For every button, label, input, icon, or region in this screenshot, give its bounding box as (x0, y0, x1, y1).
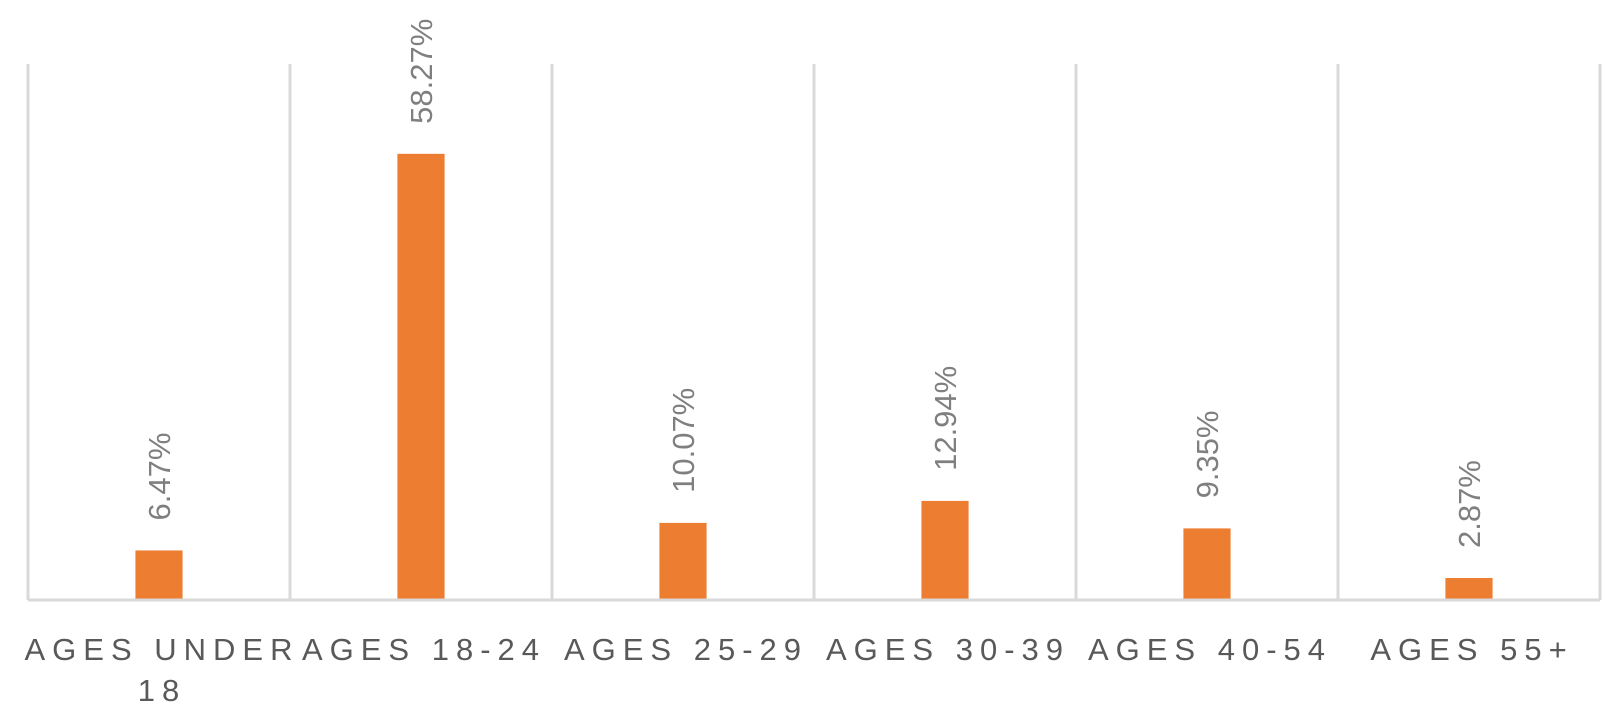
category-labels: AGES UNDER 18 AGES 18-24 AGES 25-29 AGES 30-… (25, 632, 1573, 708)
data-label-0: 6.47% (142, 433, 177, 521)
category-label-0-line-0: AGES UNDER (25, 632, 300, 667)
data-label-5: 2.87% (1452, 460, 1487, 548)
bar-4 (1183, 528, 1231, 600)
bar-3 (921, 500, 969, 600)
category-gridlines (26, 64, 1602, 600)
category-label-4-line-0: AGES 40-54 (1088, 632, 1332, 667)
data-label-2: 10.07% (666, 388, 701, 493)
bars (135, 153, 1493, 600)
bar-2 (659, 522, 707, 600)
bar-0 (135, 550, 183, 600)
category-label-2-line-0: AGES 25-29 (564, 632, 808, 667)
data-label-1: 58.27% (404, 19, 439, 124)
category-label-5-line-0: AGES 55+ (1370, 632, 1573, 667)
category-label-1-line-0: AGES 18-24 (302, 632, 546, 667)
bar-5 (1445, 578, 1493, 600)
category-label-0-line-1: 18 (138, 673, 186, 708)
data-label-3: 12.94% (928, 366, 963, 471)
category-label-3-line-0: AGES 30-39 (826, 632, 1070, 667)
data-label-4: 9.35% (1190, 410, 1225, 498)
bar-1 (397, 153, 445, 600)
data-labels: 6.47% 58.27% 10.07% 12.94% 9.35% 2.87% (142, 19, 1487, 548)
